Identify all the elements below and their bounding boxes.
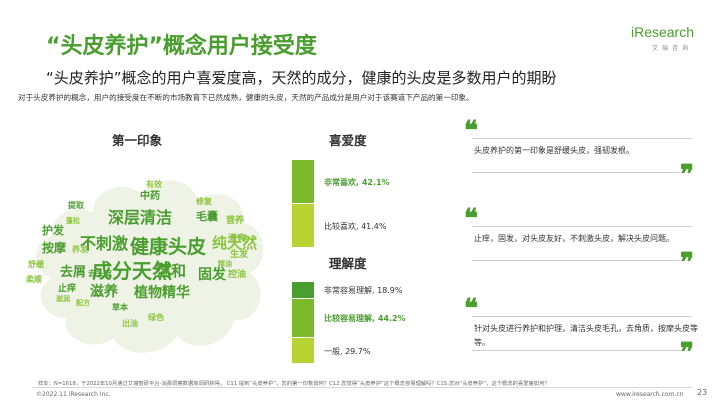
quote-text: 止痒，固发，对头皮友好，不刺激头皮，解决头皮问题。 bbox=[474, 234, 674, 243]
quote-open-icon: ❝ bbox=[464, 116, 478, 146]
understanding-heading: 理解度 bbox=[329, 256, 367, 271]
word-cloud-word: 草本 bbox=[112, 303, 128, 312]
word-cloud-word: 清爽 bbox=[228, 234, 247, 244]
bar-segment bbox=[292, 337, 314, 363]
quote-divider bbox=[472, 316, 692, 317]
quote-open-icon: ❝ bbox=[464, 204, 478, 234]
footer-copyright: ©2022.11 iResearch Inc. bbox=[36, 391, 111, 398]
page-description: 对于头皮养护的概念，用户的接受度在不断的市场教育下已然成熟，健康的头皮，天然的产… bbox=[18, 93, 474, 102]
bar-segment bbox=[292, 160, 314, 204]
word-cloud-word: 成分天然 bbox=[92, 259, 172, 283]
bar-segment bbox=[292, 282, 314, 298]
bar-label: 非常容易理解, 18.9% bbox=[324, 286, 403, 296]
word-cloud-word: 营养 bbox=[226, 216, 245, 226]
bar-charts: 非常喜欢, 42.1% 比较喜欢, 41.4% 非常容易理解, 18.9% 比较容易… bbox=[292, 160, 452, 370]
word-cloud-word: 精油 bbox=[218, 260, 232, 268]
bar-segment bbox=[292, 204, 314, 247]
cloud-shape bbox=[36, 180, 264, 353]
word-cloud-word: 止痒 bbox=[58, 284, 77, 294]
quote-divider bbox=[472, 226, 692, 227]
word-cloud-word: 健康头皮 bbox=[130, 236, 207, 258]
quote-text: 头皮养护的第一印象是舒缓头皮，强韧发根。 bbox=[474, 146, 634, 155]
word-cloud-word: 不刺激 bbox=[80, 234, 129, 253]
word-cloud-word: 配方 bbox=[76, 299, 90, 307]
word-cloud-word: 纯天然 bbox=[212, 234, 258, 252]
page-title: “头皮养护”概念用户接受度 bbox=[46, 34, 317, 59]
quote-open-icon: ❝ bbox=[464, 294, 478, 324]
word-cloud-word: 绿色 bbox=[148, 313, 164, 322]
quote-divider bbox=[472, 350, 682, 351]
word-cloud-word: 去头皮 bbox=[88, 269, 112, 278]
quote-close-icon: ❞ bbox=[680, 338, 694, 368]
bar-label: 比较喜欢, 41.4% bbox=[324, 222, 387, 232]
bar-label: 非常喜欢, 42.1% bbox=[324, 178, 390, 188]
quote-divider bbox=[472, 138, 692, 139]
word-cloud-word: 中药 bbox=[140, 191, 160, 202]
bar-label: 一般, 29.7% bbox=[324, 346, 371, 356]
word-cloud-word: 出油 bbox=[122, 319, 138, 328]
quote-divider bbox=[472, 260, 682, 261]
word-cloud-word: 修复 bbox=[196, 197, 212, 206]
word-cloud-word: 养发 bbox=[72, 245, 88, 254]
page-subtitle: “头皮养护”概念的用户喜爱度高，天然的成分，健康的头皮是多数用户的期盼 bbox=[46, 69, 557, 87]
word-cloud-word: 柔顺 bbox=[26, 275, 42, 284]
footer-site: www.iresearch.com.cn bbox=[616, 391, 684, 398]
word-cloud: 成分天然 健康头皮 深层清洁不刺激 纯天然植物精华 温和 固发滋养 去屑 按摩 护发 毛囊 中药营养… bbox=[22, 168, 272, 363]
bar-label: 比较容易理解, 44.2% bbox=[324, 314, 406, 324]
word-cloud-word: 去屑 bbox=[60, 265, 87, 280]
bar-segment bbox=[292, 298, 314, 337]
word-cloud-word: 滋润 bbox=[56, 295, 70, 303]
word-cloud-word: 温和 bbox=[156, 262, 187, 280]
logo-text: iResearch bbox=[630, 24, 694, 40]
footer-note: 样本：N=1618，于2022年10月通过艾瑞智研平台-消费洞察数据库调研获得。… bbox=[38, 381, 550, 387]
word-cloud-word: 提取 bbox=[68, 201, 84, 210]
quote-text: 针对头皮进行养护和护理，清洁头皮毛孔，去角质，按摩头皮等等。 bbox=[474, 324, 698, 347]
quote-box: ❝ 止痒，固发，对头皮友好，不刺激头皮，解决头皮问题。 ❞ bbox=[462, 204, 702, 276]
footer-divider bbox=[32, 387, 692, 388]
word-cloud-word: 毛囊 bbox=[196, 210, 218, 223]
preference-heading: 喜爱度 bbox=[329, 133, 367, 148]
quote-close-icon: ❞ bbox=[680, 160, 694, 190]
word-cloud-word: 深层清洁 bbox=[108, 208, 173, 227]
iresearch-logo: iResearch 艾瑞咨询 bbox=[614, 24, 694, 54]
word-cloud-word: 固发 bbox=[198, 267, 226, 283]
word-cloud-word: 有效 bbox=[146, 180, 162, 189]
word-cloud-word: 植物精华 bbox=[134, 285, 190, 301]
word-cloud-word: 蓬松 bbox=[66, 217, 80, 225]
word-cloud-word: 按摩 bbox=[42, 241, 67, 255]
quote-box: ❝ 头皮养护的第一印象是舒缓头皮，强韧发根。 ❞ bbox=[462, 116, 702, 188]
word-cloud-word: 控油 bbox=[228, 270, 247, 280]
word-cloud-word: 舒缓 bbox=[28, 260, 44, 269]
first-impression-heading: 第一印象 bbox=[112, 133, 163, 148]
quote-box: ❝ 针对头皮进行养护和护理，清洁头皮毛孔，去角质，按摩头皮等等。 ❞ bbox=[462, 294, 702, 366]
word-cloud-word: 护发 bbox=[42, 224, 64, 237]
quote-divider bbox=[472, 172, 682, 173]
logo-subtext: 艾瑞咨询 bbox=[651, 45, 692, 52]
word-cloud-word: 生发 bbox=[230, 250, 249, 260]
word-cloud-word: 滋养 bbox=[90, 284, 118, 300]
page-number: 23 bbox=[697, 388, 708, 397]
quote-close-icon: ❞ bbox=[680, 248, 694, 278]
